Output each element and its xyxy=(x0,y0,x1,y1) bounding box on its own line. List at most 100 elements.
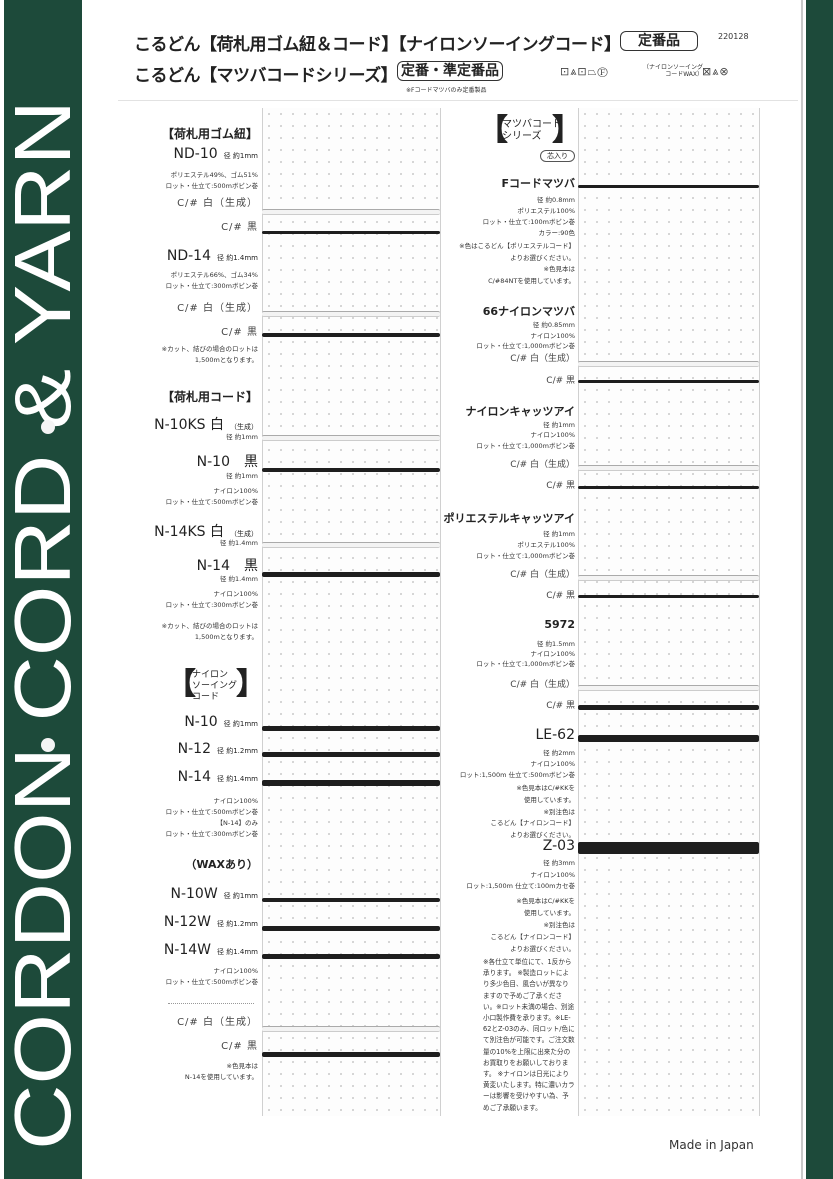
bracket-close: 】 xyxy=(236,667,266,702)
spec-line: カラー:90色 xyxy=(539,227,575,237)
spec-line: 径 約1mm xyxy=(543,419,575,429)
spec-subtext: 径 約1.4mm xyxy=(217,775,258,783)
spec-line: ロット・仕立て:500mボビン巻 xyxy=(166,496,258,506)
spec-line: ロット・仕立て:1,000mボビン巻 xyxy=(476,550,575,560)
spec-text: こるどん【ナイロンコード】 xyxy=(490,819,576,827)
spec-subtext: 径 約1mm xyxy=(223,152,258,160)
spec-line: （WAXあり） xyxy=(185,856,258,872)
spec-text: C/#84NTを使用しています。 xyxy=(488,277,575,285)
spec-line: 使用しています。 xyxy=(524,907,575,917)
divider xyxy=(801,0,803,1179)
spec-line: N-10 径 約1mm xyxy=(184,714,258,730)
spec-text: 径 約0.8mm xyxy=(536,196,575,204)
spec-line: C/# 黒 xyxy=(221,323,258,338)
spec-line: C/# 黒 xyxy=(546,588,575,601)
header-divider xyxy=(118,100,798,101)
spec-line: ※色見本は xyxy=(544,263,575,273)
black-cord-sample xyxy=(262,726,440,731)
spec-line: LE-62 xyxy=(535,727,575,743)
black-cord-sample xyxy=(262,954,440,959)
spec-line: C/# 白（生成） xyxy=(177,194,258,209)
spec-text: ロット・仕立て:1,000mボビン巻 xyxy=(476,660,575,668)
spec-line: C/#84NTを使用しています。 xyxy=(488,275,575,285)
made-in-japan: Made in Japan xyxy=(669,1138,754,1152)
spec-line: ロット・仕立て:1,000mボビン巻 xyxy=(476,658,575,668)
black-cord-sample xyxy=(262,231,440,234)
spec-subtext: （生成） xyxy=(230,423,258,431)
spec-text: N-14 黒 xyxy=(196,558,258,574)
spec-text: 径 約1.5mm xyxy=(536,640,575,648)
spec-line: C/# 白（生成） xyxy=(177,299,258,314)
white-cord-sample xyxy=(578,575,759,581)
spec-text: 径 約1mm xyxy=(226,433,258,441)
bracket-open: 【 xyxy=(166,667,196,702)
spec-text: C/# 白（生成） xyxy=(177,303,258,314)
spec-line: ロット・仕立て:300mボビン巻 xyxy=(166,599,258,609)
spec-line: ポリエステル66%、ゴム34% xyxy=(171,269,258,279)
black-cord-sample xyxy=(262,468,440,472)
spec-text: 径 約0.85mm xyxy=(532,321,575,329)
spec-text: ロット・仕立て:500mボビン巻 xyxy=(165,808,258,816)
black-cord-sample xyxy=(578,486,759,489)
sample-panel-right xyxy=(578,108,760,1116)
black-cord-sample xyxy=(262,926,440,931)
spec-line: N-14を使用しています。 xyxy=(185,1071,258,1081)
spec-text: よりお選びください。 xyxy=(510,831,575,839)
spec-line: 1,500mとなります。 xyxy=(195,631,258,641)
spec-text: LE-62 xyxy=(535,727,575,743)
spec-line: よりお選びください。 xyxy=(510,943,575,953)
spec-text: C/# 白（生成） xyxy=(510,460,575,470)
spec-text: C/# 黒 xyxy=(221,222,258,233)
black-cord-sample xyxy=(262,780,440,786)
care-icons: ⊡⩓⊡⏢Ⓕ xyxy=(560,65,609,78)
white-cord-sample xyxy=(578,465,759,471)
spec-text: ロット・仕立て:300mボビン巻 xyxy=(165,601,258,609)
spec-text: ロット:1,500m 仕立て:500mボビン巻 xyxy=(459,771,575,779)
spec-text: C/# 黒 xyxy=(221,327,258,338)
spec-text: ポリエステル66%、ゴム34% xyxy=(170,271,258,279)
brand-vertical-text: CORDON CORD & YARN xyxy=(4,100,82,1150)
spec-line: ※色見本はC/#KKを xyxy=(516,895,575,905)
title-line-1: こるどん【荷札用ゴム紐＆コード】【ナイロンソーイングコード】 xyxy=(134,35,621,55)
spec-line: ナイロン100% xyxy=(530,758,575,768)
spec-text: ※色見本はC/#KKを xyxy=(516,897,575,905)
spec-line: C/# 白（生成） xyxy=(177,1013,258,1028)
spec-line: ナイロン100% xyxy=(530,429,575,439)
spec-line: N-14W 径 約1.4mm xyxy=(164,942,258,958)
spec-subtext: 径 約1mm xyxy=(223,892,258,900)
spec-text: N-12 xyxy=(177,741,211,757)
spec-line: 【荷札用ゴム紐】 xyxy=(162,125,258,142)
spec-text: ND-10 xyxy=(173,146,218,162)
spec-text: 径 約1mm xyxy=(543,530,575,538)
spec-line: ナイロン100% xyxy=(213,795,258,805)
spec-line: C/# 白（生成） xyxy=(510,567,575,580)
spec-line: ロット:1,500m 仕立て:500mボビン巻 xyxy=(460,769,575,779)
spec-line: N-10 黒 xyxy=(197,451,258,471)
spec-text: ※カット、結びの場合のロットは xyxy=(161,345,258,353)
spec-line: ナイロン100% xyxy=(213,588,258,598)
spec-text: C/# 白（生成） xyxy=(510,570,575,580)
white-cord-sample xyxy=(262,542,440,548)
spec-text: ナイロン100% xyxy=(530,760,575,768)
spec-text: ロット・仕立て:500mボビン巻 xyxy=(165,498,258,506)
sample-panel-left xyxy=(262,108,441,1116)
spec-line: 使用しています。 xyxy=(524,794,575,804)
spec-line: N-12W 径 約1.2mm xyxy=(164,914,258,930)
spec-line: 径 約1mm xyxy=(543,528,575,538)
spec-line: C/# 白（生成） xyxy=(510,677,575,690)
badge-note: ※Fコードマツバのみ定番製品 xyxy=(406,87,487,94)
spec-text: 5972 xyxy=(544,618,575,631)
spec-text: ナイロン100% xyxy=(530,650,575,658)
spec-text: ※別注色は xyxy=(543,921,575,929)
spec-line: C/# 白（生成） xyxy=(510,457,575,470)
spec-text: ロット・仕立て:1,000mボビン巻 xyxy=(476,552,575,560)
white-cord-sample xyxy=(262,311,440,317)
spec-text: 径 約3mm xyxy=(543,859,575,867)
spec-line: ※別注色は xyxy=(544,806,575,816)
notes-paragraph: ※各仕立て単位にて、1反から承ります。 ※製造ロットにより多少色目、風合いが異な… xyxy=(483,958,575,1112)
bracket-open: 【 xyxy=(478,113,508,148)
black-cord-sample xyxy=(262,333,440,337)
spec-line: ナイロンキャッツアイ xyxy=(466,403,575,419)
spec-line: 【N-14】のみ xyxy=(217,817,258,827)
spec-line: ロット:1,500m 仕立て:100mカセ巻 xyxy=(466,880,575,890)
